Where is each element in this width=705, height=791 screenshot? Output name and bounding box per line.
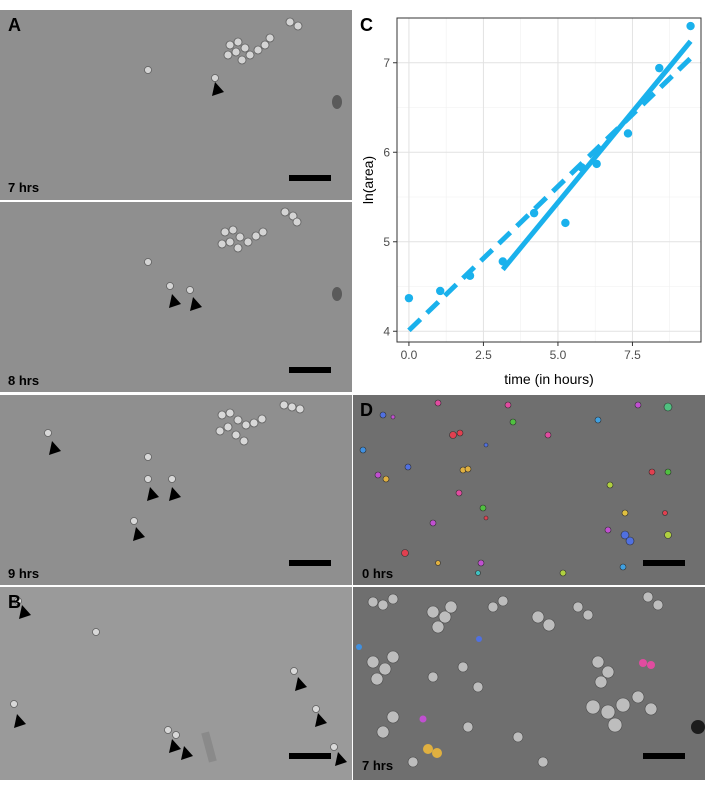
time-label-d1: 0 hrs xyxy=(362,566,394,581)
fit-line-dashed xyxy=(407,56,693,333)
micrograph-a-8hrs xyxy=(0,202,352,392)
y-tick-label: 7 xyxy=(383,56,390,70)
data-point xyxy=(436,286,445,296)
y-axis-label: ln(area) xyxy=(360,156,376,204)
data-point xyxy=(561,218,570,228)
data-point xyxy=(498,257,508,266)
fit-lines xyxy=(407,39,693,333)
micrograph-a-9hrs xyxy=(0,395,352,585)
time-label-a2: 8 hrs xyxy=(8,373,40,388)
chart-gridlines xyxy=(397,18,701,342)
micrograph-d-0hrs xyxy=(353,395,705,585)
cell-cluster-art xyxy=(10,597,347,766)
cell-cluster-art xyxy=(44,400,331,566)
data-point xyxy=(655,63,664,73)
y-tick-label: 4 xyxy=(383,324,390,338)
data-point xyxy=(465,271,475,280)
panel-letter-b: B xyxy=(8,592,21,612)
data-point xyxy=(529,208,539,218)
y-tick-label: 5 xyxy=(383,235,390,249)
segmented-cells-art xyxy=(359,399,685,577)
x-tick-label: 2.5 xyxy=(475,348,492,362)
axis-ticks: 0.0 2.5 5.0 7.5 4 5 6 7 xyxy=(383,56,641,362)
growth-chart: 0.0 2.5 5.0 7.5 4 5 6 7 time (in hours) ln(area… xyxy=(360,17,702,387)
micrograph-a-7hrs xyxy=(0,10,352,200)
panel-letter-d: D xyxy=(360,400,373,420)
panel-letter-c: C xyxy=(360,15,373,35)
cell-cluster-art xyxy=(144,207,342,373)
panel-letter-a: A xyxy=(8,15,21,35)
fit-line-solid xyxy=(500,39,693,272)
segmented-cells-art xyxy=(356,591,705,768)
data-point xyxy=(404,293,414,303)
y-tick-label: 6 xyxy=(383,145,390,159)
micrograph-d-7hrs xyxy=(353,587,705,780)
x-tick-label: 0.0 xyxy=(401,348,418,362)
micrograph-b xyxy=(0,587,352,780)
x-tick-label: 7.5 xyxy=(624,348,641,362)
time-label-a3: 9 hrs xyxy=(8,566,40,581)
time-label-a1: 7 hrs xyxy=(8,180,40,195)
plot-border xyxy=(396,17,702,343)
data-points xyxy=(404,21,695,303)
data-point xyxy=(686,21,695,31)
data-point xyxy=(577,163,586,172)
cell-cluster-art xyxy=(144,17,342,181)
x-tick-label: 5.0 xyxy=(550,348,567,362)
data-point xyxy=(592,159,601,169)
x-axis-label: time (in hours) xyxy=(504,371,593,387)
data-point xyxy=(623,129,633,138)
time-label-d2: 7 hrs xyxy=(362,758,394,773)
